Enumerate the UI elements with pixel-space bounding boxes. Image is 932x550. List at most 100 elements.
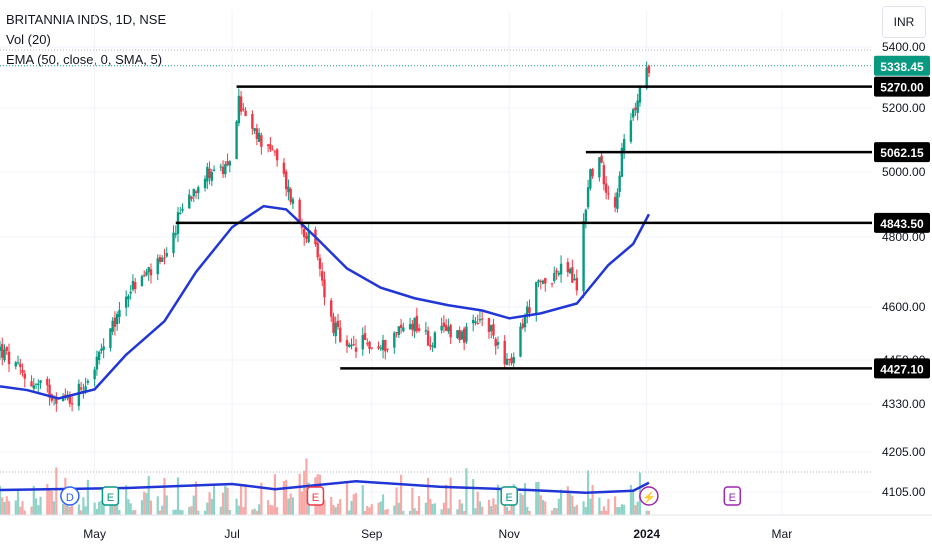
candle-body <box>447 326 450 332</box>
ema-indicator-label[interactable]: EMA (50, close, 0, SMA, 5) <box>6 52 163 67</box>
candle-body <box>535 281 538 315</box>
volume-bar <box>330 496 333 515</box>
volume-bar <box>165 495 168 515</box>
volume-bar <box>629 485 633 515</box>
volume-bar <box>521 494 524 515</box>
volume-bar <box>600 510 603 515</box>
volume-bar <box>321 498 324 515</box>
volume-bar <box>381 494 385 515</box>
volume-bar <box>361 485 364 515</box>
candle-body <box>291 199 295 204</box>
volume-bar <box>620 504 623 515</box>
candle-body <box>471 319 475 324</box>
candle-body <box>1 343 4 358</box>
candle-body <box>140 276 144 287</box>
candle-body <box>143 275 146 277</box>
candle-body <box>638 87 642 103</box>
volume-bar <box>555 508 558 515</box>
volume-bar <box>46 484 49 515</box>
candle-body <box>521 323 524 328</box>
volume-bar <box>300 491 304 515</box>
volume-bar <box>221 492 225 515</box>
volume-bar <box>98 501 101 515</box>
candle-body <box>442 322 446 327</box>
level-tag-label: 4427.10 <box>880 362 924 376</box>
candle-body <box>260 135 263 147</box>
volume-indicator-label[interactable]: Vol (20) <box>6 32 51 47</box>
candle-body <box>602 165 606 185</box>
volume-bar <box>174 509 177 515</box>
volume-bar <box>397 502 400 515</box>
candle-body <box>253 128 256 131</box>
volume-bar <box>212 483 216 515</box>
volume-bar <box>458 499 461 515</box>
candle-body <box>172 232 175 254</box>
candle-body <box>426 330 430 346</box>
price-tick-label: 5000.00 <box>882 165 926 179</box>
volume-bar <box>143 491 146 515</box>
price-tick-label: 4205.00 <box>882 445 926 459</box>
volume-bar <box>161 505 164 515</box>
volume-bar <box>34 498 38 515</box>
candle-body <box>181 208 184 211</box>
candle-body <box>64 394 67 396</box>
volume-bar <box>282 481 286 515</box>
candle-body <box>384 339 387 352</box>
volume-bar <box>474 508 477 515</box>
volume-bar <box>559 489 563 515</box>
volume-bar <box>285 479 288 515</box>
candle-body <box>118 309 121 318</box>
volume-bar <box>52 501 56 515</box>
volume-bar <box>645 510 648 515</box>
candle-body <box>100 348 103 351</box>
candle-body <box>188 194 191 209</box>
candle-body <box>203 178 207 189</box>
volume-bar <box>541 499 545 515</box>
candle-body <box>429 345 432 347</box>
volume-bar <box>544 501 547 515</box>
event-marker-label: D <box>66 492 74 504</box>
volume-bar <box>197 510 200 515</box>
candle-body <box>492 324 495 336</box>
volume-bar <box>140 500 144 515</box>
volume-bar <box>519 493 522 515</box>
candle-body <box>145 271 148 276</box>
currency-button[interactable]: INR <box>882 6 926 38</box>
volume-bar <box>465 468 468 515</box>
candle-body <box>512 357 515 364</box>
level-tag-label: 5062.15 <box>880 146 924 160</box>
volume-bar <box>490 505 493 515</box>
candle-body <box>381 340 385 351</box>
volume-bar <box>267 500 270 515</box>
volume-bar <box>386 508 389 515</box>
candle-body <box>348 344 351 348</box>
candle-body <box>271 149 274 151</box>
level-tag <box>874 358 930 379</box>
candle-body <box>7 351 11 365</box>
price-tick-label: 5200.00 <box>882 101 926 115</box>
candle-body <box>275 149 279 161</box>
volume-bar <box>291 497 295 515</box>
symbol-title[interactable]: BRITANNIA INDS, 1D, NSE <box>6 12 167 27</box>
candle-body <box>197 187 200 194</box>
volume-bar <box>557 498 560 515</box>
volume-bar <box>379 501 382 515</box>
candle-body <box>616 192 619 209</box>
candle-body <box>237 95 241 124</box>
candle-body <box>93 369 96 380</box>
candle-body <box>449 324 452 338</box>
volume-bar <box>523 483 527 515</box>
level-tag <box>874 76 930 97</box>
level-tag <box>874 142 930 163</box>
candle-body <box>14 362 17 367</box>
candle-body <box>111 320 114 332</box>
volume-bar <box>80 510 83 515</box>
volume-bar <box>442 502 445 515</box>
time-tick-label: 2024 <box>633 527 660 541</box>
level-tag <box>874 212 930 233</box>
candle-body <box>305 235 308 239</box>
volume-bar <box>424 502 427 515</box>
candle-body <box>257 132 261 142</box>
candle-body <box>379 347 382 349</box>
